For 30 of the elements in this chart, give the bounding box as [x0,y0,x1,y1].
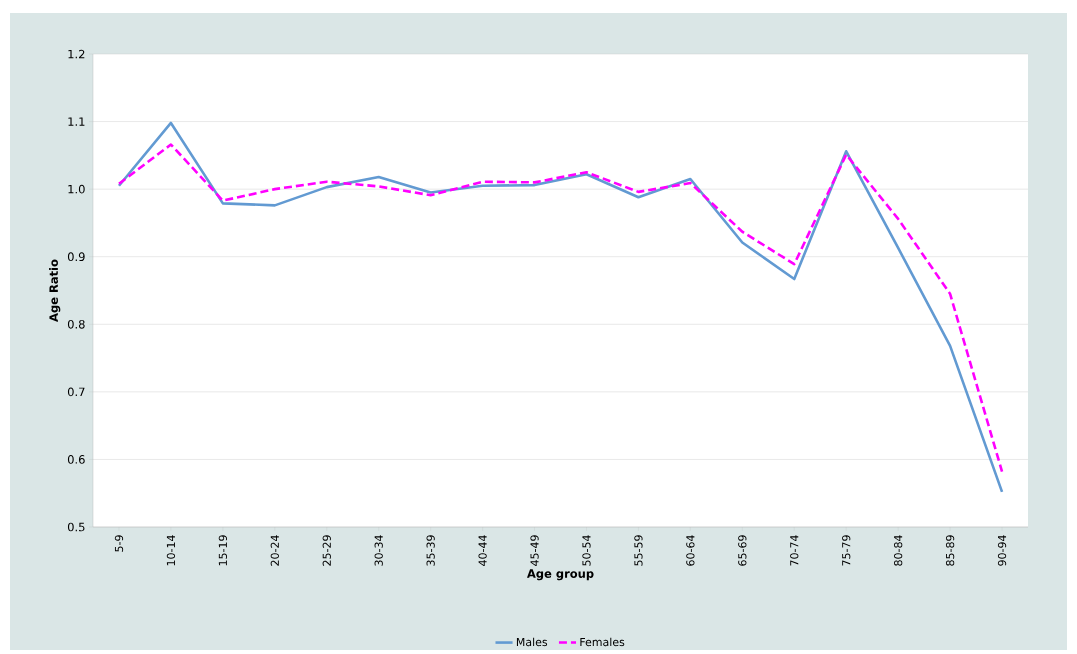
y-tick-label: 1.1 [68,117,85,126]
y-tick-label: 0.8 [67,319,85,329]
x-tick-label: 45-49 [530,535,539,566]
x-tick-label: 50-54 [582,535,591,566]
x-tick-label: 15-19 [218,535,228,566]
x-tick-label: 20-24 [270,535,279,566]
y-tick-label: 1.2 [68,49,85,59]
x-tick-label: 5-9 [114,535,124,552]
x-tick-label: 75-79 [842,535,851,566]
x-tick-label: 40-44 [478,535,487,566]
x-tick-label: 30-34 [374,535,383,566]
x-tick-label: 65-69 [738,535,747,566]
y-tick-label: 1.0 [68,184,85,194]
x-tick-label: 35-39 [426,535,435,566]
x-tick-label: 90-94 [997,535,1007,566]
y-tick-label: 0.5 [67,522,85,532]
x-tick-label: 85-89 [945,535,955,566]
x-tick-label: 60-64 [686,535,695,566]
x-tick-label: 80-84 [894,535,903,566]
y-axis-title: Age Ratio [49,259,61,322]
x-axis-title: Age group [526,569,594,581]
x-tick-label: 10-14 [166,535,176,566]
y-tick-label: 0.6 [67,455,85,464]
legend-label: Females [580,637,625,647]
x-tick-label: 25-29 [322,535,331,566]
legend-label: Males [516,637,548,647]
y-tick-label: 0.7 [67,387,85,397]
x-tick-label: 70-74 [790,535,799,566]
x-tick-label: 55-59 [634,535,643,566]
y-tick-label: 0.9 [67,252,85,262]
